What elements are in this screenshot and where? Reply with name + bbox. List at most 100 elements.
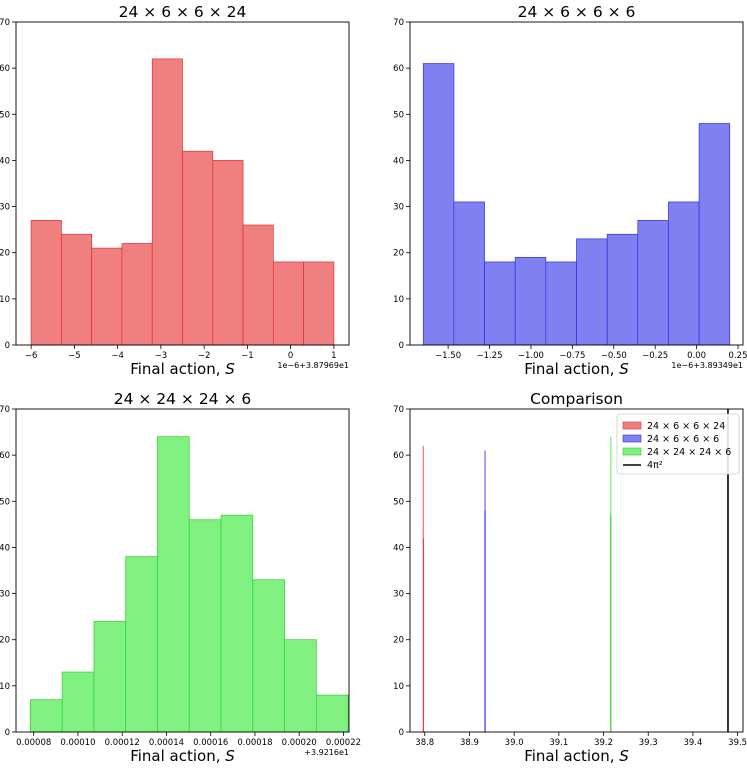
x-tick-label: −0.25 bbox=[642, 351, 668, 361]
x-tick-label: 39.1 bbox=[549, 738, 568, 748]
y-tick-label: 30 bbox=[0, 203, 10, 213]
histogram-bar bbox=[151, 58, 183, 346]
chart-title: 24 × 6 × 6 × 24 bbox=[119, 3, 247, 21]
y-tick-label: 60 bbox=[0, 451, 10, 461]
y-tick-label: 30 bbox=[393, 203, 404, 213]
histogram-bar bbox=[242, 224, 274, 346]
legend: 24 × 6 × 6 × 24 24 × 6 × 6 × 6 24 × 24 × 2… bbox=[616, 413, 740, 475]
x-axis-label-text: Final action, bbox=[524, 360, 619, 378]
y-tick-label: 70 bbox=[393, 405, 404, 415]
x-tick-label: −1.50 bbox=[435, 351, 461, 361]
y-tick-label: 50 bbox=[0, 497, 10, 507]
y-tick-label: 60 bbox=[393, 451, 404, 461]
histogram-bar bbox=[220, 514, 254, 733]
x-tick-label: −0.50 bbox=[601, 351, 627, 361]
histogram-panel-24x6x6x24: 0 10 20 30 40 50 60 70 −6 −5 −4 −3 −2 −1 0 1 24 × 6 × 6 … bbox=[0, 3, 350, 378]
x-tick-label: 39.4 bbox=[683, 738, 702, 748]
x-tick-label: 0.00012 bbox=[105, 738, 140, 748]
histogram-bar bbox=[272, 261, 304, 346]
legend-label: 24 × 6 × 6 × 24 bbox=[647, 421, 725, 432]
axes-frame bbox=[15, 21, 350, 346]
histogram-bar bbox=[698, 123, 731, 346]
histogram-bar bbox=[91, 247, 123, 346]
x-axis-offset-label: 1e−6+3.89349e1 bbox=[671, 361, 743, 370]
x-axis-label: Final action, S bbox=[130, 747, 235, 765]
y-tick-label: 60 bbox=[0, 64, 10, 74]
x-axis-label-variable: S bbox=[619, 747, 629, 765]
histogram-bar bbox=[422, 63, 455, 346]
axes-frame bbox=[409, 408, 744, 733]
histogram-bar bbox=[30, 220, 62, 346]
legend-label: 24 × 6 × 6 × 6 bbox=[647, 434, 719, 445]
histogram-bar bbox=[157, 436, 190, 733]
histogram-bar bbox=[303, 261, 335, 346]
y-tick-label: 40 bbox=[393, 543, 404, 553]
y-tick-label: 0 bbox=[399, 341, 404, 351]
axes-frame bbox=[15, 408, 350, 733]
y-tick-label: 10 bbox=[393, 682, 404, 692]
histogram-bar bbox=[121, 243, 153, 346]
legend-swatch bbox=[622, 434, 642, 443]
legend-box bbox=[616, 413, 740, 475]
histogram-bar bbox=[545, 261, 577, 346]
x-axis-label: Final action, S bbox=[524, 747, 629, 765]
x-tick-label: −6 bbox=[25, 351, 38, 361]
x-tick-label: 39.3 bbox=[639, 738, 658, 748]
histogram-bar bbox=[30, 699, 63, 733]
x-tick-label: 0 bbox=[288, 351, 293, 361]
x-tick-label: 0.00010 bbox=[60, 738, 95, 748]
x-axis-label: Final action, S bbox=[130, 360, 235, 378]
y-tick-label: 30 bbox=[0, 590, 10, 600]
x-axis-label: Final action, S bbox=[524, 360, 629, 378]
legend-swatch bbox=[622, 421, 642, 430]
y-tick-label: 10 bbox=[393, 295, 404, 305]
legend-label: 24 × 24 × 24 × 6 bbox=[647, 447, 731, 458]
x-axis-offset-label: +3.9216e1 bbox=[304, 748, 349, 757]
y-tick-label: 70 bbox=[0, 405, 10, 415]
histogram-bar bbox=[668, 201, 700, 346]
y-tick-label: 10 bbox=[0, 682, 10, 692]
y-tick-label: 10 bbox=[0, 295, 10, 305]
histogram-panel-24x6x6x6: 0 10 20 30 40 50 60 70 −1.50 −1.25 −1.00 −0.75 −0.50… bbox=[393, 3, 747, 378]
histogram-bar bbox=[606, 233, 639, 346]
axes-frame bbox=[409, 21, 744, 346]
histogram-bar bbox=[61, 671, 95, 733]
x-tick-label: 0.00014 bbox=[149, 738, 184, 748]
histogram-bar bbox=[93, 620, 127, 733]
histogram-bar bbox=[182, 150, 214, 346]
y-tick-label: 0 bbox=[399, 728, 404, 738]
y-tick-label: 20 bbox=[393, 636, 404, 646]
x-tick-label: −1.25 bbox=[476, 351, 502, 361]
histogram-bar bbox=[514, 256, 547, 346]
y-tick-label: 20 bbox=[0, 636, 10, 646]
y-tick-label: 30 bbox=[393, 590, 404, 600]
histogram-bar bbox=[637, 220, 669, 346]
x-axis-offset-label: 1e−6+3.87969e1 bbox=[277, 361, 349, 370]
x-tick-label: 39.0 bbox=[505, 738, 524, 748]
histogram-bar bbox=[484, 261, 516, 346]
histogram-panel-24x24x24x6: 0 10 20 30 40 50 60 70 0.00008 0.00010 0.00012 0.00… bbox=[0, 390, 361, 765]
histogram-bar bbox=[212, 160, 244, 346]
x-tick-label: 1 bbox=[331, 351, 336, 361]
histogram-bar bbox=[576, 238, 608, 346]
y-tick-label: 40 bbox=[0, 543, 10, 553]
x-tick-label: 38.8 bbox=[415, 738, 434, 748]
x-tick-label: 38.9 bbox=[460, 738, 479, 748]
x-axis-label-variable: S bbox=[225, 360, 235, 378]
x-axis-label-text: Final action, bbox=[130, 747, 225, 765]
y-tick-label: 60 bbox=[393, 64, 404, 74]
x-axis-label-variable: S bbox=[619, 360, 629, 378]
legend-swatch bbox=[622, 447, 642, 456]
x-tick-label: 39.2 bbox=[594, 738, 613, 748]
x-tick-label: −2 bbox=[198, 351, 211, 361]
legend-label: 4π² bbox=[647, 460, 663, 471]
y-tick-label: 70 bbox=[393, 18, 404, 28]
histogram-bar bbox=[125, 556, 158, 733]
chart-title: 24 × 6 × 6 × 6 bbox=[518, 3, 636, 21]
histogram-bar bbox=[61, 233, 93, 346]
x-axis-label-variable: S bbox=[225, 747, 235, 765]
comparison-panel: 0 10 20 30 40 50 60 70 38.8 38.9 39.0 39.1 39.2 39.3 3… bbox=[393, 390, 747, 765]
chart-title: 24 × 24 × 24 × 6 bbox=[114, 390, 252, 408]
x-axis-label-text: Final action, bbox=[524, 747, 619, 765]
